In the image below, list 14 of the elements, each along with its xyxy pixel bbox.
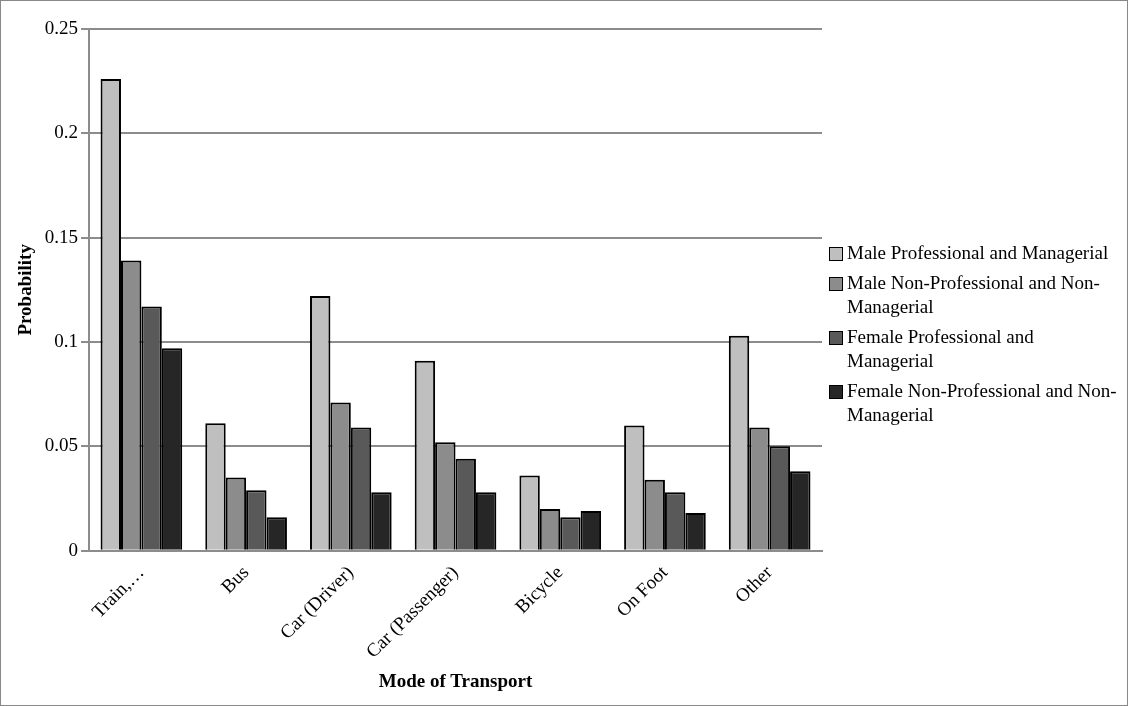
legend-label: Male Non-Professional and Non-Managerial	[847, 271, 1101, 319]
y-tick-label: 0.2	[54, 121, 79, 143]
x-tick-label: Bus	[216, 561, 253, 597]
y-tick-label: 0.25	[44, 16, 79, 38]
y-tick-label: 0.05	[44, 434, 79, 456]
legend-label: Male Professional and Managerial	[847, 241, 1109, 265]
legend-label: Female Non-Professional and Non-Managerial	[847, 379, 1118, 427]
y-tick-label: 0	[68, 538, 79, 560]
x-tick-label: On Foot	[612, 560, 672, 621]
y-tick-label: 0.15	[44, 225, 79, 247]
legend-label: Female Professional and Managerial	[847, 325, 1035, 373]
y-tick-label: 0.1	[54, 329, 79, 351]
x-axis-title: Mode of Transport	[378, 669, 533, 691]
y-axis-title: Probability	[14, 243, 36, 336]
